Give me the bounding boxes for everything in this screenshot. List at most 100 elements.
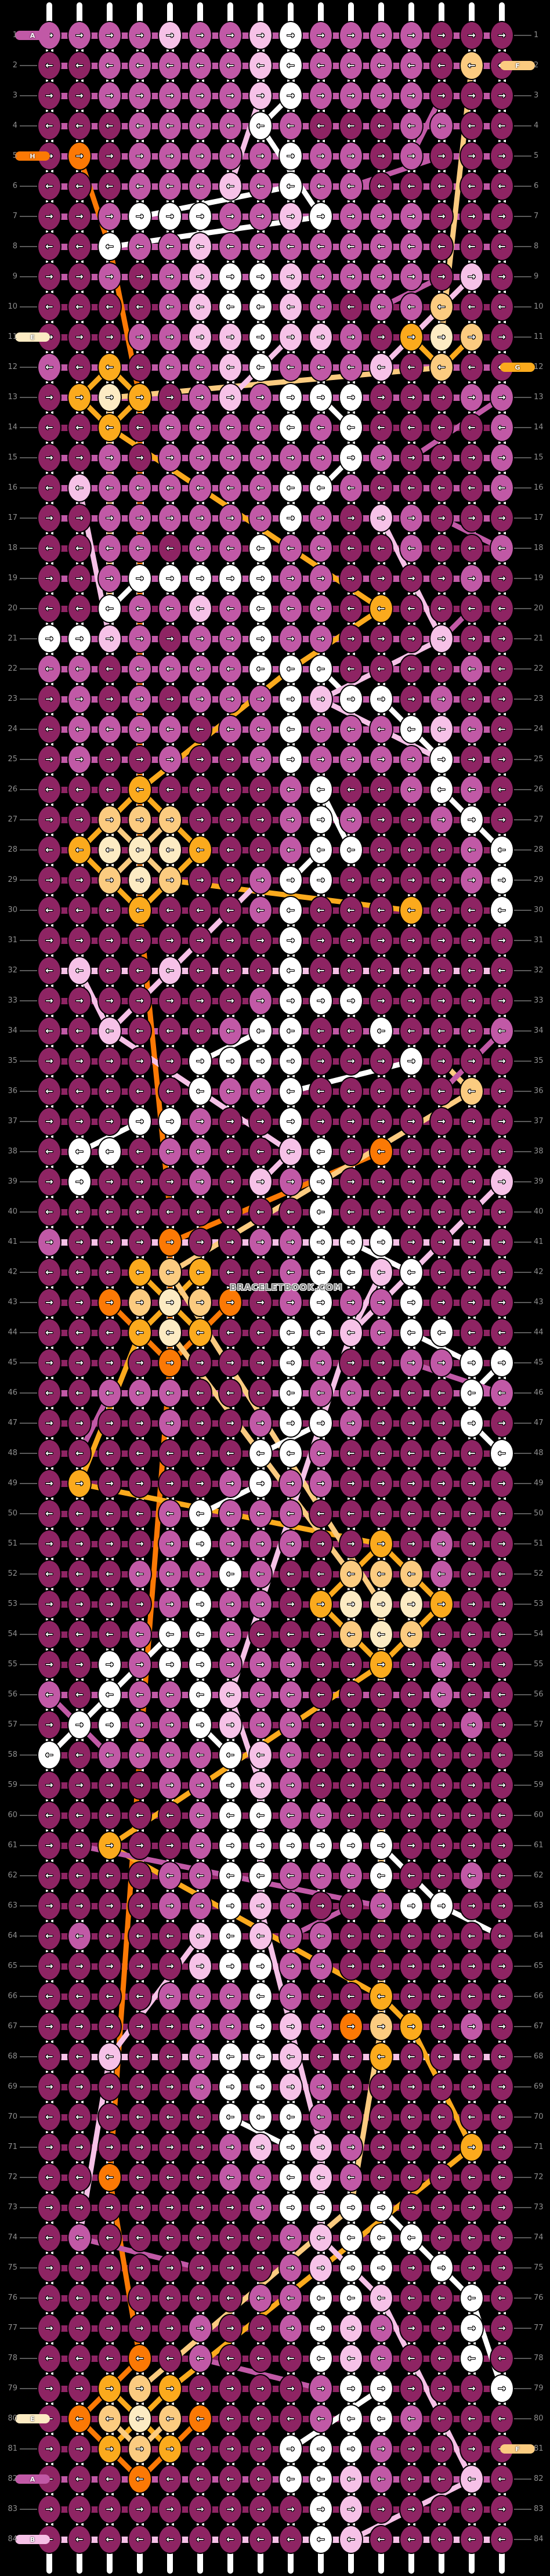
- vertical-string-connector: [46, 1492, 53, 1506]
- knot: ←: [309, 1982, 333, 2011]
- knot-arrow-icon: ←: [256, 361, 265, 372]
- vertical-string-connector: [46, 2306, 53, 2320]
- knot: →: [278, 1590, 303, 1619]
- vertical-string-connector: [257, 1492, 265, 1506]
- knot-arrow-icon: →: [256, 30, 265, 41]
- knot: ←: [399, 654, 424, 683]
- knot: →: [339, 1047, 363, 1076]
- knot: ←: [369, 1077, 393, 1106]
- knot: →: [97, 1047, 122, 1076]
- knot: →: [97, 1228, 122, 1257]
- knot: →: [309, 1650, 333, 1679]
- knot-arrow-icon: →: [377, 271, 385, 282]
- row-leader-left: [20, 2056, 42, 2057]
- vertical-string-connector: [287, 2427, 295, 2441]
- vertical-string-connector: [106, 1099, 114, 1113]
- knot-arrow-icon: ←: [437, 2051, 446, 2062]
- knot: ←: [278, 232, 303, 261]
- knot: →: [399, 2495, 424, 2524]
- knot-arrow-icon: →: [75, 150, 84, 161]
- knot: →: [188, 1047, 212, 1076]
- vertical-string-connector: [257, 1371, 265, 1385]
- knot-arrow-icon: →: [287, 2262, 295, 2273]
- knot: →: [309, 1167, 333, 1196]
- knot: ←: [218, 1801, 243, 1830]
- knot: →: [278, 2253, 303, 2282]
- knot: →: [339, 2012, 363, 2041]
- knot: →: [429, 1469, 454, 1498]
- vertical-string-connector: [106, 1824, 114, 1837]
- vertical-string-connector: [317, 647, 325, 661]
- knot: →: [248, 142, 273, 171]
- vertical-string-connector: [167, 798, 174, 812]
- knot-arrow-icon: →: [468, 1659, 476, 1670]
- vertical-string-connector: [46, 1431, 53, 1445]
- vertical-string-connector: [227, 2035, 234, 2049]
- vertical-string-connector: [287, 647, 295, 661]
- knot-arrow-icon: →: [256, 2021, 265, 2032]
- knot-arrow-icon: ←: [45, 2111, 53, 2122]
- knot-arrow-icon: →: [45, 874, 53, 885]
- vertical-string-connector: [197, 255, 204, 269]
- knot: →: [309, 2012, 333, 2041]
- vertical-string-connector: [378, 1311, 385, 1325]
- knot: ←: [97, 232, 122, 261]
- vertical-string-connector: [317, 1220, 325, 1234]
- knot-arrow-icon: →: [75, 1297, 84, 1308]
- vertical-string-connector: [227, 918, 234, 932]
- vertical-string-connector: [378, 1522, 385, 1536]
- knot: ←: [67, 1137, 92, 1166]
- knot: →: [158, 805, 182, 834]
- knot-arrow-icon: →: [287, 1900, 295, 1911]
- vertical-string-connector: [438, 1642, 446, 1656]
- knot-arrow-icon: →: [498, 211, 506, 222]
- knot: ←: [248, 835, 273, 864]
- knot-arrow-icon: →: [498, 573, 506, 584]
- knot-arrow-icon: ←: [407, 1387, 415, 1398]
- vertical-string-connector: [317, 164, 325, 178]
- knot-arrow-icon: →: [498, 754, 506, 765]
- vertical-string-connector: [438, 1250, 446, 1264]
- knot: ←: [128, 896, 152, 925]
- knot-arrow-icon: ←: [287, 1267, 295, 1278]
- knot: →: [459, 21, 484, 50]
- vertical-string-connector: [498, 2457, 506, 2471]
- vertical-string-connector: [378, 225, 385, 238]
- knot: →: [278, 2374, 303, 2403]
- top-string: [197, 2, 203, 28]
- knot: ←: [188, 2465, 212, 2494]
- knot-arrow-icon: →: [196, 2202, 204, 2213]
- knot-arrow-icon: ←: [196, 2232, 204, 2243]
- knot-arrow-icon: ←: [45, 241, 53, 252]
- knot: →: [399, 624, 424, 653]
- knot-arrow-icon: →: [45, 392, 53, 403]
- knot-arrow-icon: →: [287, 754, 295, 765]
- knot: →: [97, 2434, 122, 2463]
- row-string-bar: [44, 2416, 508, 2422]
- knot: →: [309, 1710, 333, 1739]
- row-leader-right: [508, 155, 531, 157]
- knot-arrow-icon: →: [377, 2503, 385, 2515]
- row-leader-right: [508, 2509, 531, 2510]
- vertical-string-connector: [227, 2397, 234, 2411]
- vertical-string-connector: [257, 1431, 265, 1445]
- knot: →: [309, 1409, 333, 1438]
- knot: →: [429, 1348, 454, 1377]
- knot-arrow-icon: →: [256, 1960, 265, 1971]
- knot-arrow-icon: →: [437, 874, 446, 885]
- vertical-string-connector: [257, 979, 265, 993]
- knot-arrow-icon: ←: [196, 1991, 204, 2002]
- vertical-string-connector: [46, 2427, 53, 2441]
- knot-arrow-icon: ←: [437, 1508, 446, 1519]
- knot: →: [37, 624, 61, 653]
- knot: ←: [490, 413, 514, 442]
- knot: ←: [248, 1680, 273, 1709]
- knot: ←: [188, 232, 212, 261]
- vertical-string-connector: [197, 2186, 204, 2199]
- knot-arrow-icon: ←: [377, 965, 385, 976]
- knot: →: [278, 21, 303, 50]
- knot-arrow-icon: ←: [377, 2534, 385, 2545]
- knot: →: [67, 1891, 92, 1920]
- vertical-string-connector: [106, 1582, 114, 1596]
- vertical-string-connector: [438, 1492, 446, 1506]
